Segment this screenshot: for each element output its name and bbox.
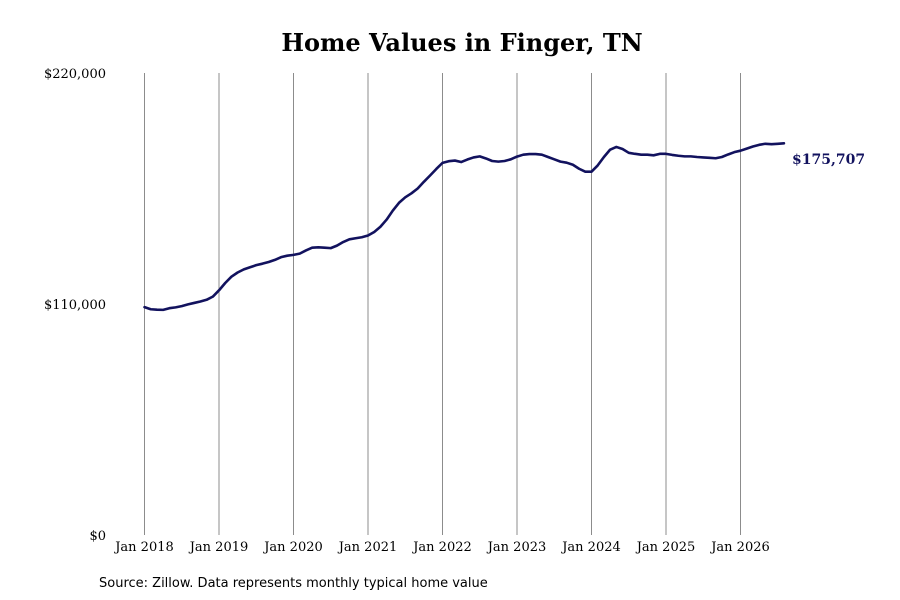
y-tick-label: $0 — [89, 529, 106, 544]
y-tick-label: $110,000 — [44, 298, 106, 313]
x-tick-label: Jan 2024 — [560, 540, 621, 555]
x-tick-label: Jan 2021 — [337, 540, 398, 555]
latest-value-label: $175,707 — [792, 152, 865, 168]
x-tick-label: Jan 2019 — [188, 540, 249, 555]
y-axis-ticks: $0 $110,000 $220,000 — [44, 67, 106, 544]
y-tick-label: $220,000 — [44, 67, 106, 82]
vertical-gridlines — [144, 73, 741, 535]
x-tick-label: Jan 2023 — [486, 540, 547, 555]
source-note: Source: Zillow. Data represents monthly … — [99, 576, 488, 591]
x-tick-label: Jan 2026 — [709, 540, 770, 555]
x-tick-label: Jan 2020 — [262, 540, 323, 555]
x-tick-label: Jan 2022 — [411, 540, 472, 555]
x-tick-label: Jan 2018 — [113, 540, 174, 555]
home-value-line — [143, 142, 786, 312]
x-axis-ticks: Jan 2018 Jan 2019 Jan 2020 Jan 2021 Jan 2022… — [113, 540, 770, 555]
chart-title: Home Values in Finger, TN — [281, 28, 642, 57]
x-tick-label: Jan 2025 — [635, 540, 696, 555]
